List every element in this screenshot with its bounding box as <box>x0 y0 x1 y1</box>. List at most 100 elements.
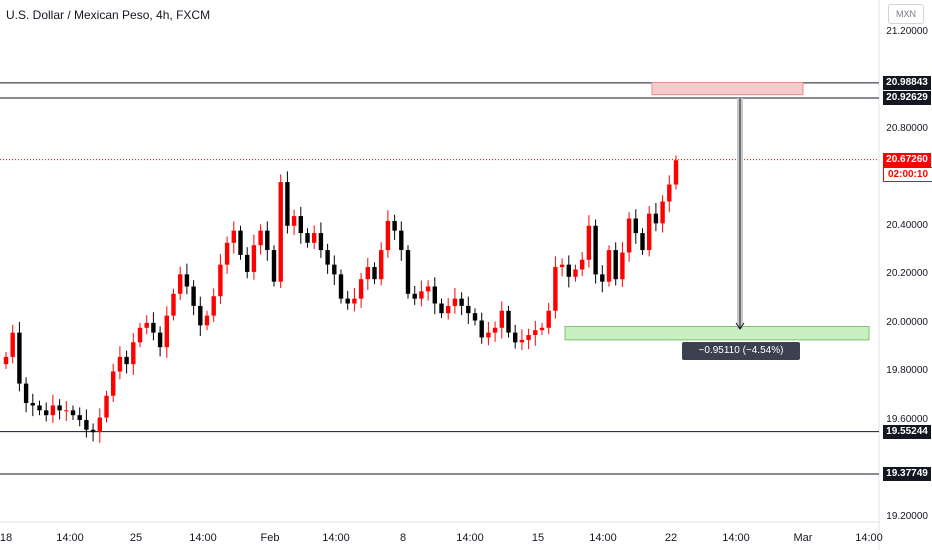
candle-body <box>131 342 136 365</box>
candle-body <box>231 230 236 243</box>
candle-body <box>640 233 645 251</box>
measure-label: −0.95110 (−4.54%) −9511.0 <box>682 342 800 374</box>
price-tick-label: 21.20000 <box>886 25 928 37</box>
candle-body <box>17 332 22 384</box>
target-zone <box>651 82 804 96</box>
candle-body <box>539 327 545 331</box>
candle-body <box>399 230 404 251</box>
candle-body <box>513 332 518 343</box>
candle-body <box>265 230 270 251</box>
candle-body <box>653 213 659 224</box>
measure-arrow-head <box>735 322 745 330</box>
candle-body <box>318 233 324 251</box>
candle-body <box>64 410 69 412</box>
candle-body <box>660 201 665 224</box>
candle-body <box>258 230 263 246</box>
level-price-tag: 20.98843 <box>883 75 931 90</box>
time-tick-label: 14:00 <box>56 532 84 544</box>
candle-body <box>124 356 129 365</box>
candle-body <box>633 218 638 234</box>
candle-body <box>184 274 190 287</box>
candle-body <box>459 298 464 306</box>
candle-body <box>352 298 357 304</box>
candle-body <box>466 305 471 314</box>
candle-body <box>580 259 585 270</box>
candle-body <box>358 279 364 299</box>
candle-body <box>198 305 203 326</box>
time-tick-label: 14:00 <box>722 532 750 544</box>
time-tick-label: 14:00 <box>855 532 883 544</box>
countdown-tag: 02:00:10 <box>883 166 932 182</box>
candle-body <box>472 313 478 321</box>
candle-body <box>559 264 565 268</box>
time-tick-label: 15 <box>531 532 545 544</box>
candle-body <box>271 250 277 282</box>
price-tick-label: 20.20000 <box>886 268 928 280</box>
candle-body <box>345 298 350 304</box>
candle-body <box>50 405 56 416</box>
candle-body <box>23 383 29 404</box>
candle-body <box>77 415 82 421</box>
candle-body <box>224 242 230 265</box>
candle-body <box>606 250 612 282</box>
candle-body <box>419 291 424 299</box>
candle-body <box>372 267 377 280</box>
candle-body <box>519 339 525 343</box>
level-price-tag: 19.37749 <box>883 467 931 482</box>
candle-body <box>144 322 149 328</box>
candle-body <box>385 220 391 251</box>
chart-title: U.S. Dollar / Mexican Peso, 4h, FXCM <box>6 8 211 22</box>
candle-body <box>486 332 491 338</box>
candle-body <box>332 264 337 275</box>
candle-body <box>593 225 598 275</box>
candle-body <box>673 160 679 185</box>
time-tick-label: 14:00 <box>189 532 217 544</box>
candle-body <box>117 356 123 372</box>
candle-body <box>506 310 511 333</box>
candle-body <box>298 216 303 234</box>
candle-body <box>325 250 330 265</box>
candle-body <box>613 250 618 280</box>
candle-body <box>37 405 42 411</box>
candle-body <box>546 310 551 328</box>
candle-body <box>285 182 290 226</box>
candle-body <box>586 225 592 260</box>
price-tick-label: 20.00000 <box>886 316 928 328</box>
candle-body <box>90 429 96 433</box>
candle-body <box>553 267 558 311</box>
candle-body <box>432 286 437 304</box>
candle-body <box>218 264 223 297</box>
time-tick-label: 18 <box>0 532 13 544</box>
candle-body <box>191 286 196 306</box>
candle-body <box>171 293 176 316</box>
measure-zone <box>564 326 870 341</box>
time-tick-label: 14:00 <box>589 532 617 544</box>
candle-body <box>137 327 143 343</box>
candle-body <box>164 315 169 348</box>
time-tick-label: 14:00 <box>456 532 484 544</box>
candle-body <box>392 220 397 231</box>
price-tick-label: 19.60000 <box>886 414 928 426</box>
candle-body <box>379 250 384 280</box>
candle-body <box>84 420 89 430</box>
candle-body <box>70 410 76 416</box>
price-tick-label: 19.20000 <box>886 511 928 523</box>
time-tick-label: Mar <box>793 532 813 544</box>
price-tick-label: 20.80000 <box>886 122 928 134</box>
candle-body <box>157 332 163 348</box>
candle-body <box>238 230 243 255</box>
candle-body <box>405 250 411 294</box>
candle-body <box>365 267 370 280</box>
candle-body <box>425 286 431 292</box>
candle-body <box>10 332 15 357</box>
level-price-tag: 20.92629 <box>883 91 931 106</box>
time-tick-label: 8 <box>399 532 407 544</box>
candle-body <box>412 293 417 299</box>
currency-button[interactable]: MXN <box>888 4 924 24</box>
candle-body <box>3 356 9 365</box>
candle-body <box>499 310 504 328</box>
candle-body <box>245 254 250 272</box>
candle-body <box>338 274 344 299</box>
candle-body <box>291 216 297 226</box>
